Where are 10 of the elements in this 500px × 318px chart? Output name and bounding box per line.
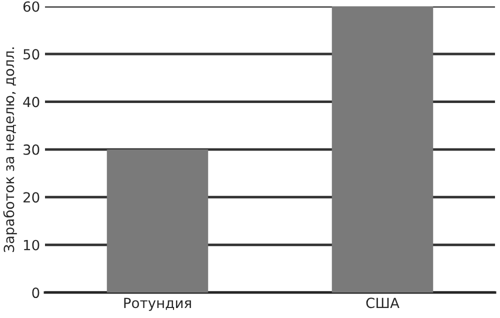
x-tick-label: США: [366, 298, 400, 308]
y-tick-label: 30: [24, 144, 40, 155]
y-axis-title: Заработок за неделю, долл.: [3, 47, 17, 252]
y-tick-label: 40: [23, 96, 40, 108]
y-tick-label: 60: [23, 1, 40, 12]
x-tick-label: Ротундия: [124, 298, 191, 311]
y-tick-label: 10: [24, 240, 40, 250]
y-tick-label: 0: [32, 288, 40, 298]
y-tick-label: 20: [23, 192, 40, 203]
y-tick-label: 50: [24, 49, 40, 60]
